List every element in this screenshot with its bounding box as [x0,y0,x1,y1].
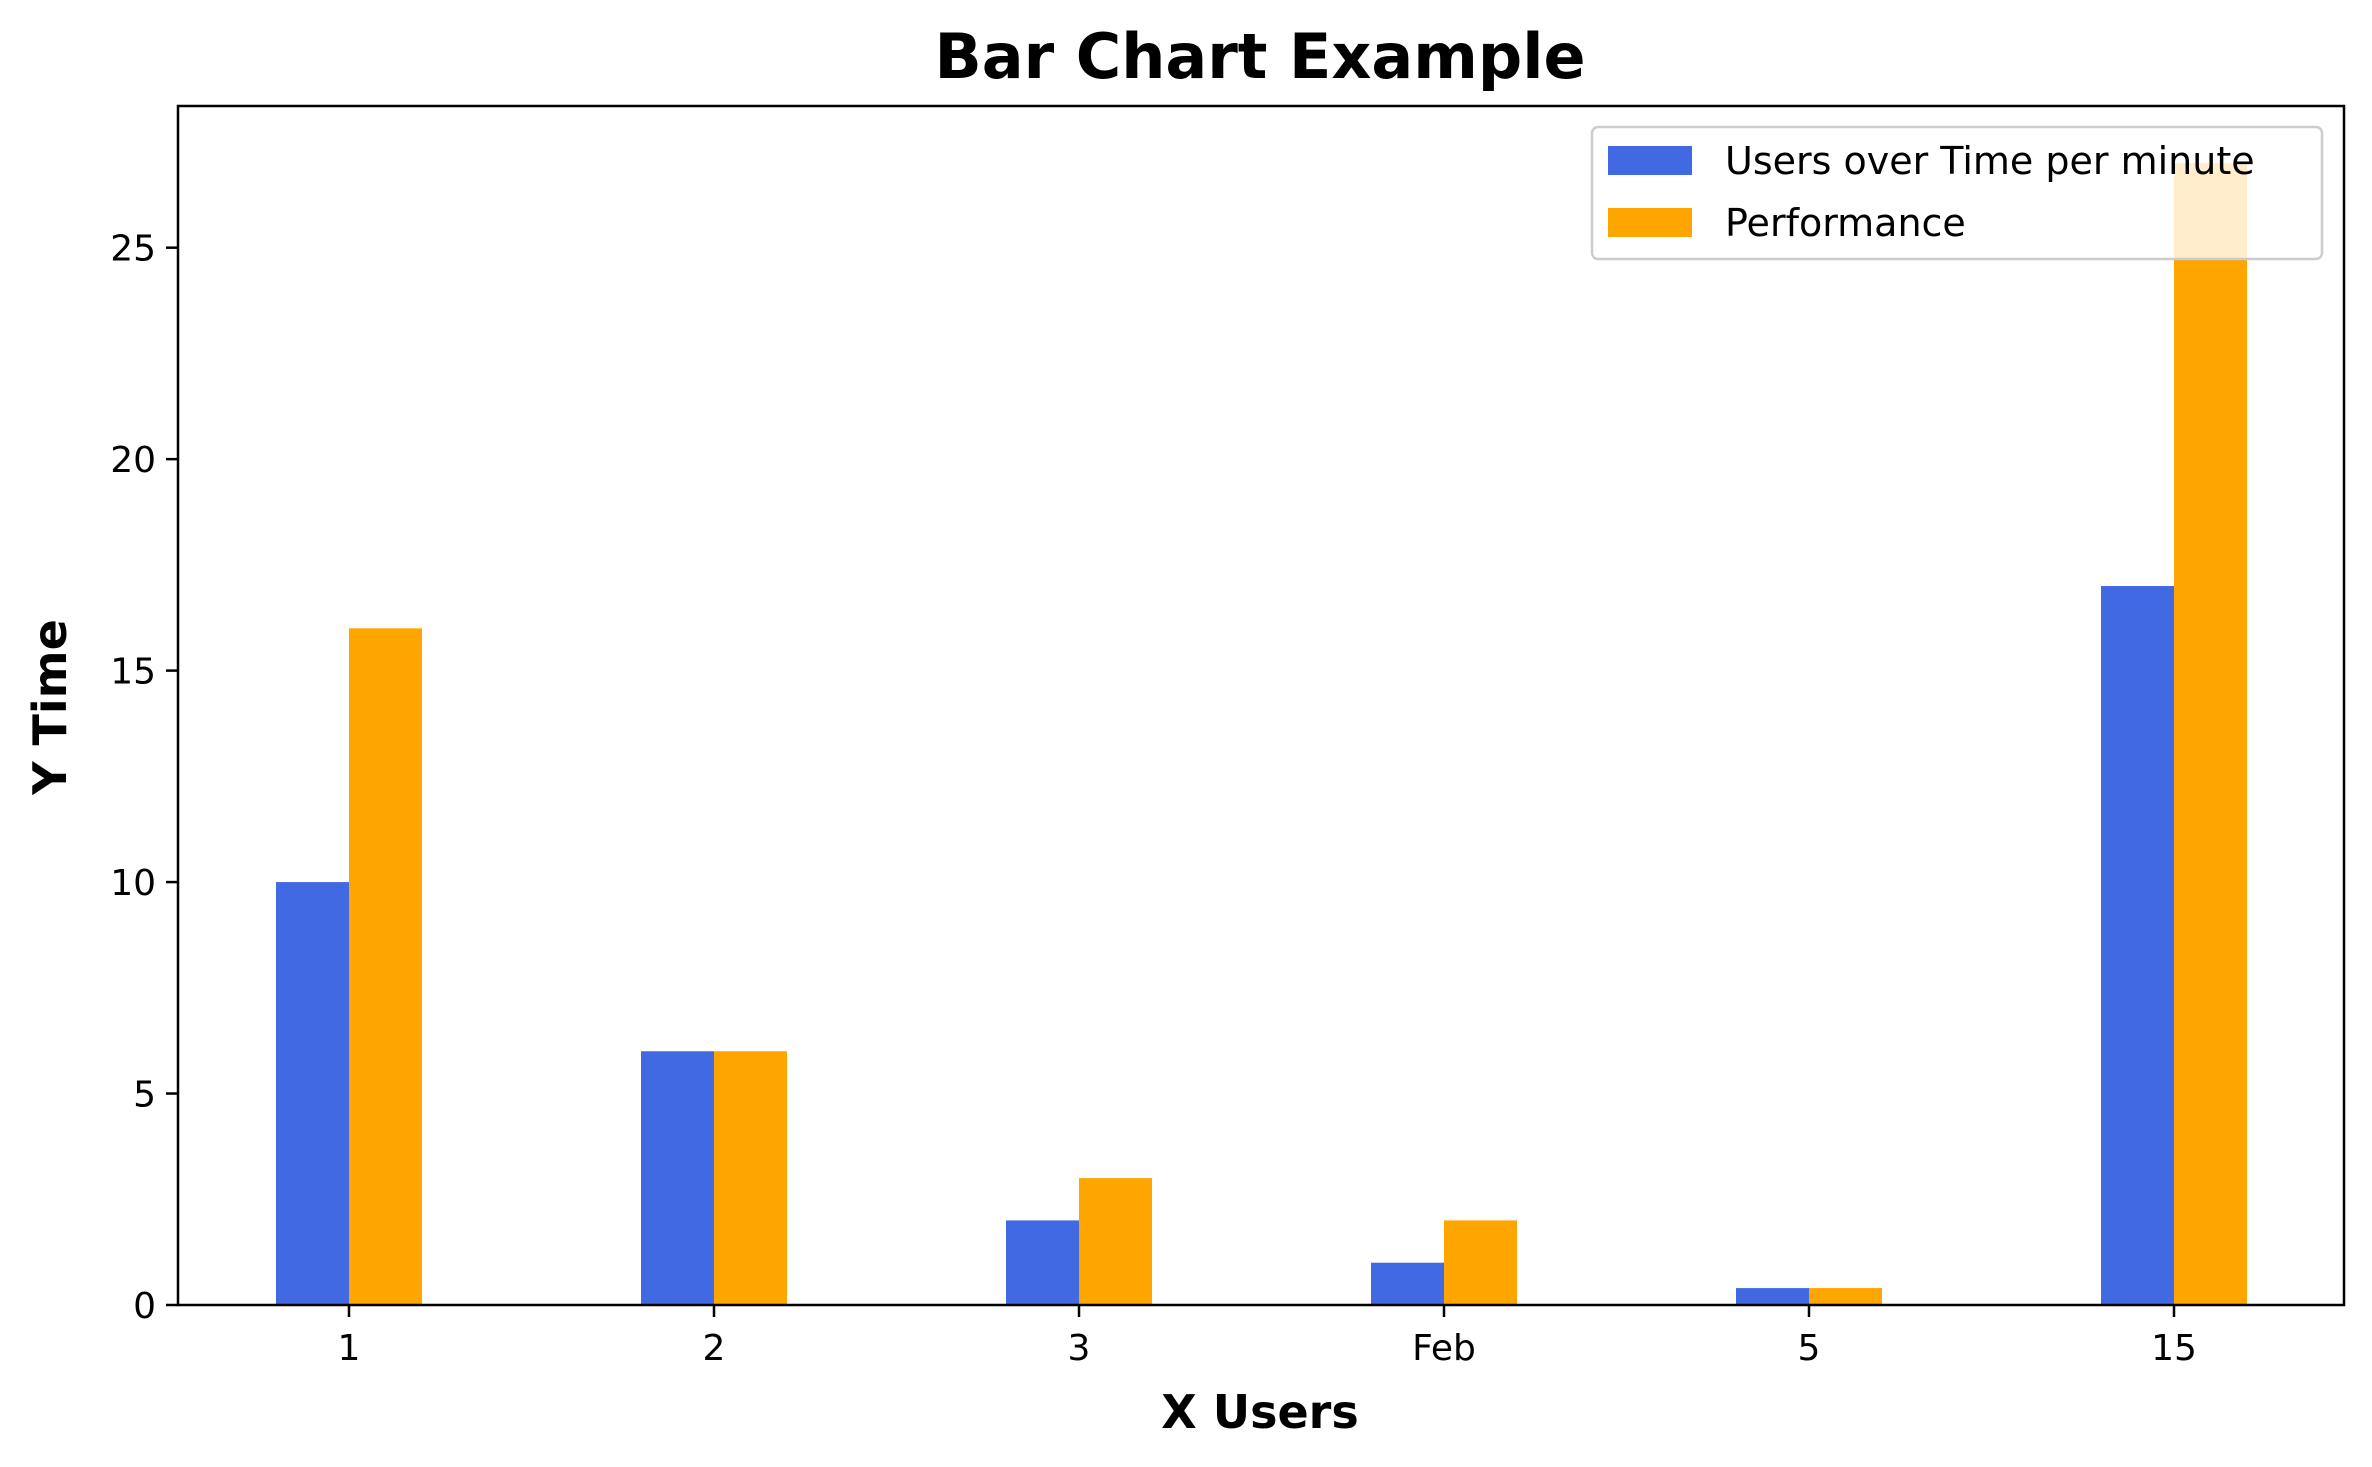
legend-label-users: Users over Time per minute [1725,139,2255,183]
bar-performance-Feb [1444,1220,1517,1305]
bar-users-5 [1736,1288,1809,1305]
legend-swatch-users [1608,146,1692,175]
bar-users-3 [1006,1220,1079,1305]
bar-performance-3 [1079,1178,1152,1305]
bars-group [276,163,2247,1306]
bar-users-Feb [1371,1262,1444,1305]
x-axis-label: X Users [1161,1385,1358,1439]
y-tick-label: 20 [110,440,156,481]
x-tick-label: 2 [703,1328,726,1369]
chart-title: Bar Chart Example [935,20,1586,93]
legend: Users over Time per minute Performance [1590,125,2324,261]
x-axis: 1 2 3 Feb 5 15 [338,1305,2197,1369]
legend-box [1590,125,2324,261]
bar-users-1 [276,882,349,1305]
y-axis: 0 5 10 15 20 25 [110,229,178,1327]
legend-swatch-performance [1608,208,1692,237]
y-tick-label: 25 [110,229,156,270]
y-tick-label: 15 [110,652,156,693]
y-tick-label: 10 [110,863,156,904]
bar-performance-5 [1809,1288,1882,1305]
y-tick-label: 5 [133,1075,156,1116]
bar-performance-2 [714,1051,787,1305]
bar-users-15 [2101,586,2174,1305]
x-tick-label: 15 [2151,1328,2197,1369]
x-tick-label: 3 [1068,1328,1091,1369]
bar-performance-1 [349,628,422,1305]
x-tick-label: Feb [1412,1328,1476,1369]
plot-area [176,104,2346,1307]
y-tick-label: 0 [133,1286,156,1327]
bar-users-2 [641,1051,714,1305]
plot-frame [176,104,2346,1307]
x-tick-label: 5 [1798,1328,1821,1369]
legend-label-performance: Performance [1725,201,1966,245]
x-tick-label: 1 [338,1328,361,1369]
y-axis-label: Y Time [23,619,77,796]
bar-performance-15 [2174,163,2247,1306]
